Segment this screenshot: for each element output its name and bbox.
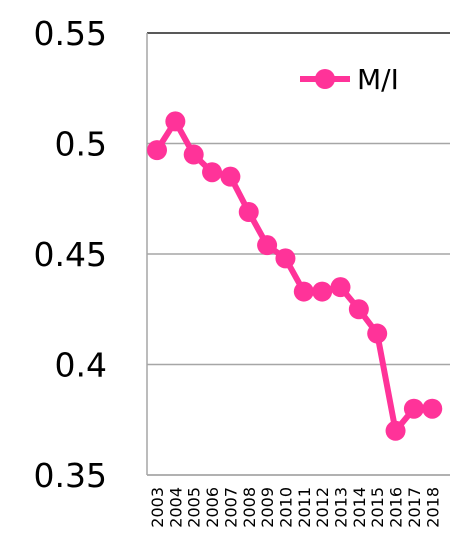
legend: M/I	[300, 63, 399, 96]
data-point	[385, 420, 406, 441]
x-tick-label: 2015	[368, 487, 387, 528]
x-tick-label: 2005	[185, 487, 204, 528]
x-tick-label: 2006	[203, 487, 222, 528]
legend-label-m-i: M/I	[357, 63, 399, 96]
x-tick-label: 2012	[313, 487, 332, 528]
x-tick-label: 2010	[276, 487, 295, 528]
axes	[146, 33, 450, 476]
series-layer	[147, 111, 443, 441]
data-point	[257, 235, 278, 256]
x-tick-label: 2008	[240, 487, 259, 528]
data-point	[293, 281, 314, 302]
data-point	[367, 323, 388, 344]
y-axis-ticks: 0.55 0.5 0.45 0.4 0.35	[34, 14, 107, 495]
data-point	[403, 398, 424, 419]
x-tick-label: 2017	[405, 487, 424, 528]
legend-marker	[315, 69, 335, 89]
data-point	[165, 111, 186, 132]
x-tick-label: 2014	[350, 487, 369, 528]
data-point	[312, 281, 333, 302]
x-tick-label: 2013	[332, 487, 351, 528]
x-tick-label: 2003	[148, 487, 167, 528]
x-tick-label: 2009	[258, 487, 277, 528]
data-point	[147, 140, 167, 161]
x-tick-label: 2016	[387, 487, 406, 528]
y-tick-label: 0.35	[34, 456, 107, 495]
data-point	[422, 398, 443, 419]
series-line	[154, 118, 433, 434]
data-point	[183, 144, 204, 165]
x-tick-label: 2007	[221, 487, 240, 528]
data-point	[238, 202, 259, 223]
y-tick-label: 0.4	[55, 346, 107, 385]
x-axis-ticks: 2003 2004 2005 2006 2007 2008 2009 2010 2011 2012…	[148, 487, 442, 528]
y-tick-label: 0.55	[34, 14, 107, 53]
data-point	[275, 248, 296, 269]
data-point	[220, 166, 241, 187]
x-tick-label: 2011	[295, 487, 314, 528]
x-tick-label: 2004	[166, 487, 185, 528]
data-point	[202, 162, 223, 183]
y-tick-label: 0.45	[34, 235, 107, 274]
x-tick-label: 2018	[423, 487, 442, 528]
data-point	[330, 277, 351, 298]
y-tick-label: 0.5	[55, 125, 107, 164]
data-point	[348, 299, 369, 320]
